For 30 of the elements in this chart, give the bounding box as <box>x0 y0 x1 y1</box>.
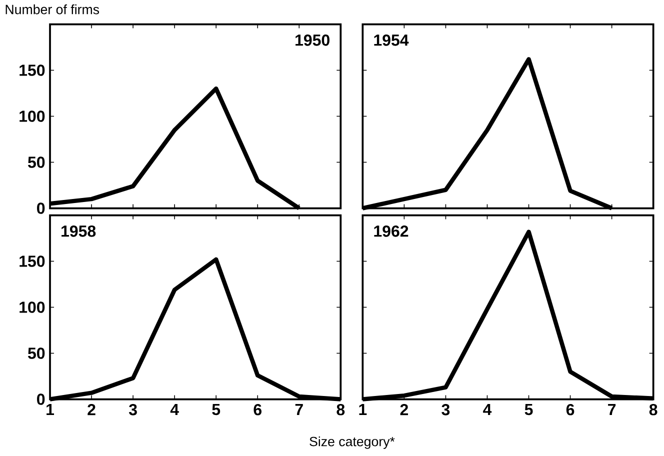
y-tick-label: 50 <box>28 156 45 168</box>
x-tick-label: 6 <box>566 404 574 416</box>
y-axis-title: Number of firms <box>6 4 100 14</box>
y-tick-label: 150 <box>20 64 45 76</box>
y-tick-label: 0 <box>37 393 45 405</box>
y-tick-label: 100 <box>20 301 45 313</box>
x-tick-label: 7 <box>295 404 303 415</box>
x-tick-label: 5 <box>212 404 220 416</box>
y-tick-label: 0 <box>37 202 45 214</box>
x-tick-label: 1 <box>359 404 367 415</box>
x-tick-label: 4 <box>483 404 492 415</box>
chart-title: 1958 <box>62 225 96 237</box>
x-tick-label: 8 <box>649 404 658 416</box>
x-tick-label: 2 <box>88 404 96 416</box>
x-tick-label: 3 <box>442 404 450 416</box>
chart-title: 1950 <box>296 34 330 46</box>
x-tick-label: 3 <box>128 404 137 416</box>
x-tick-label: 8 <box>336 404 345 416</box>
x-tick-label: 7 <box>608 404 616 415</box>
chart-title: 1962 <box>374 225 408 237</box>
x-tick-label: 6 <box>254 404 262 416</box>
x-axis-title: Size category* <box>310 436 395 449</box>
x-tick-label: 1 <box>46 404 54 415</box>
chart-title: 1954 <box>374 34 409 46</box>
y-tick-label: 100 <box>20 110 45 122</box>
y-tick-label: 150 <box>20 255 45 267</box>
x-tick-label: 5 <box>524 404 533 416</box>
x-tick-label: 2 <box>400 404 408 416</box>
y-tick-label: 50 <box>28 347 45 359</box>
x-tick-label: 4 <box>170 404 179 415</box>
